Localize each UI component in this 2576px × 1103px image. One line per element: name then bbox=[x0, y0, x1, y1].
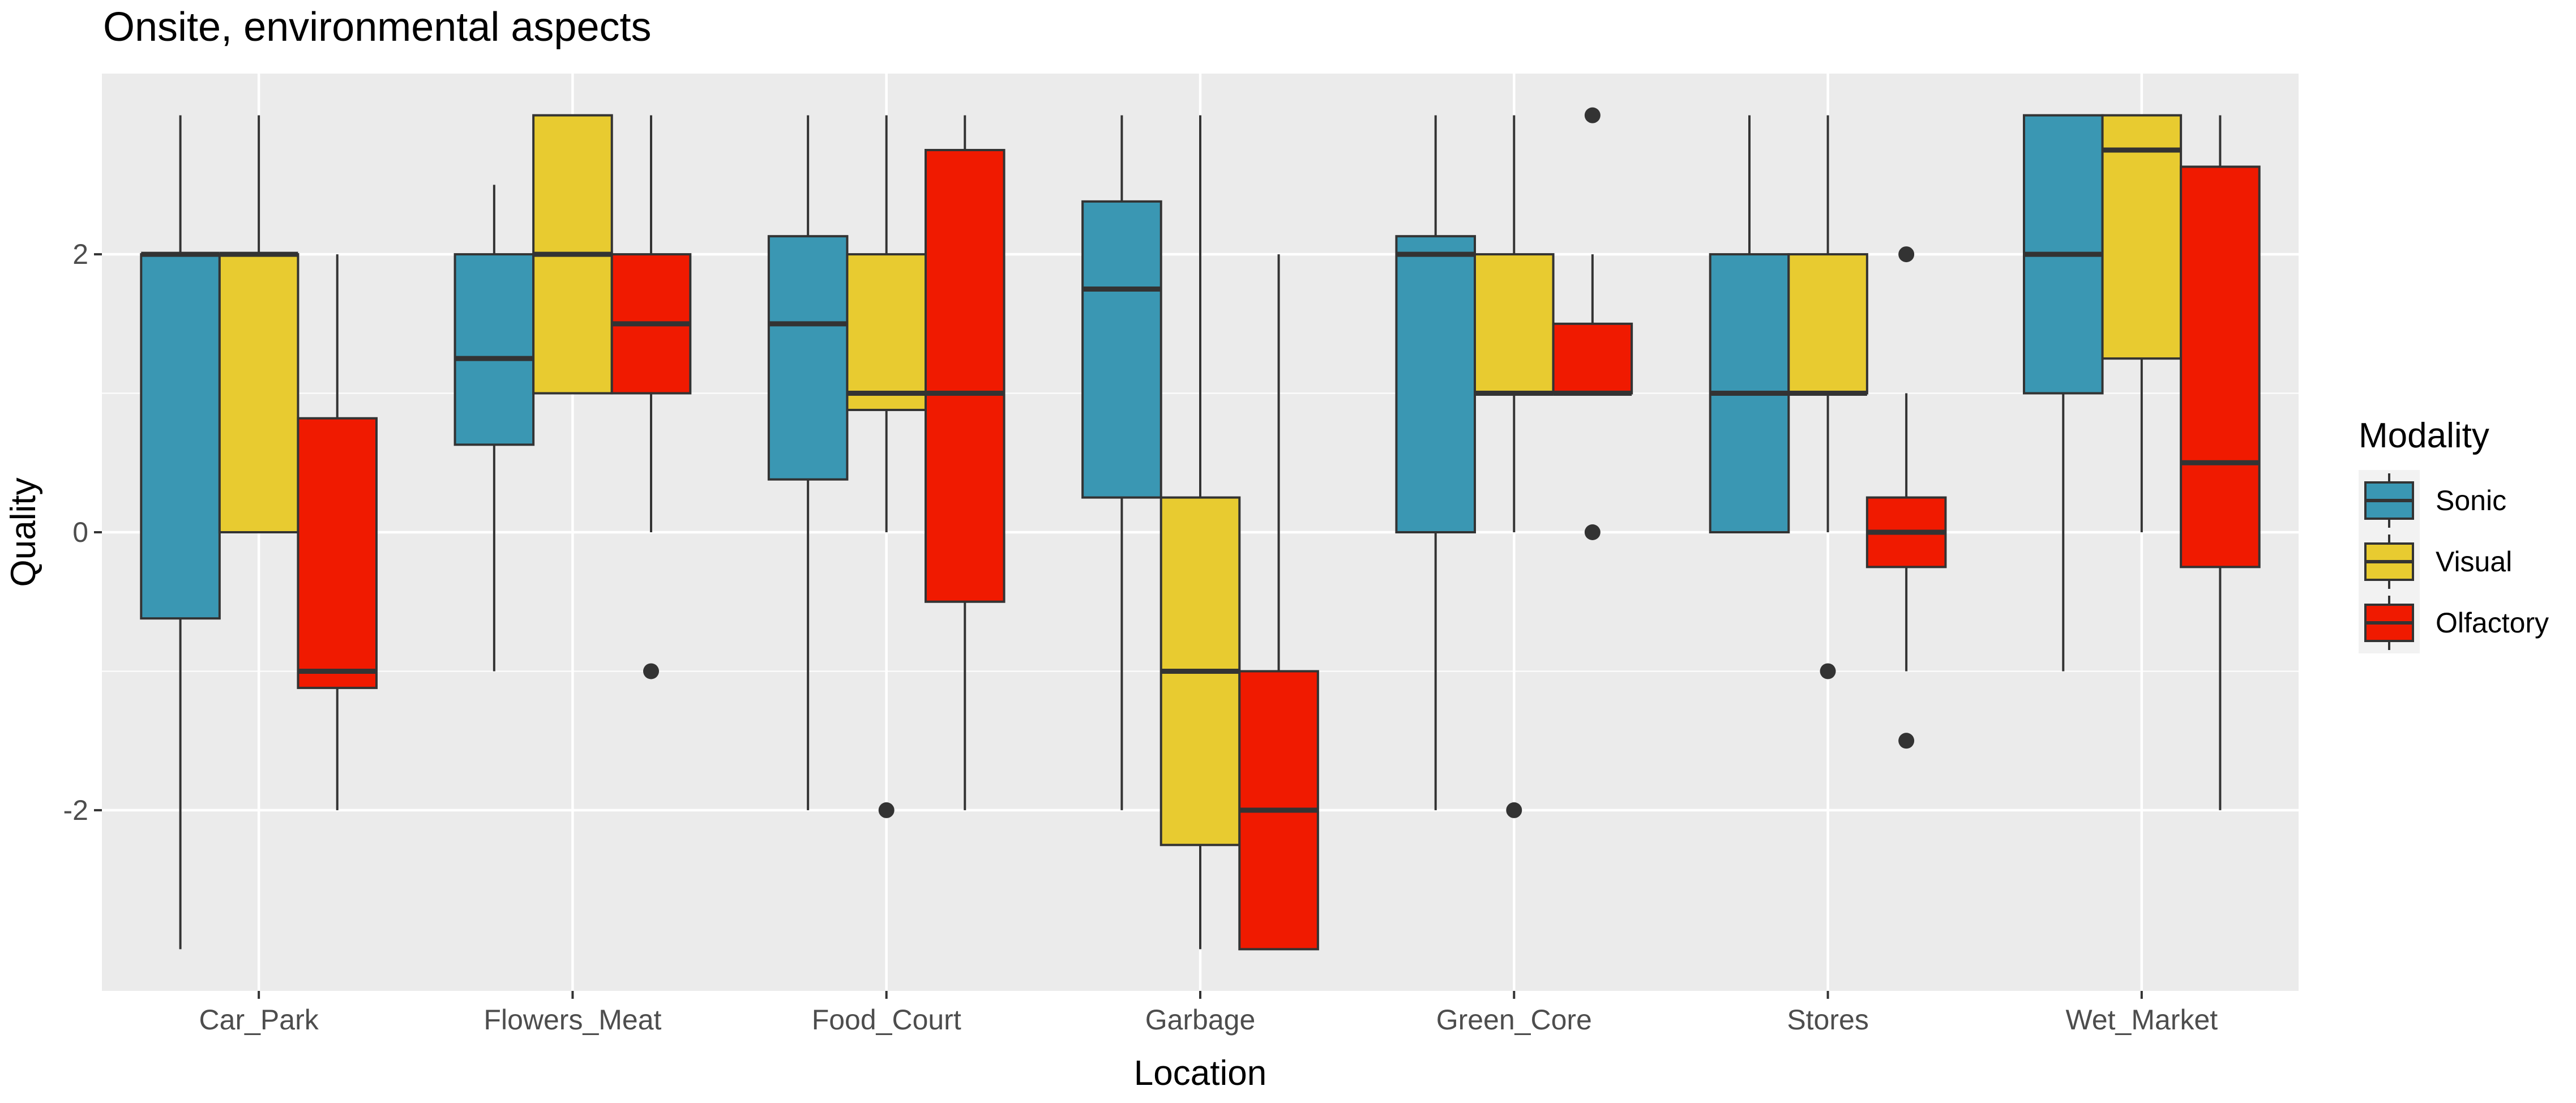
box-olfactory-wet-market bbox=[2180, 115, 2261, 810]
box-olfactory-green-core bbox=[1552, 107, 1633, 540]
box-sonic-garbage bbox=[1081, 115, 1162, 810]
legend-label-visual: Visual bbox=[2436, 546, 2512, 578]
legend-title: Modality bbox=[2359, 416, 2489, 455]
box-sonic-flowers-meat bbox=[453, 185, 535, 672]
box-olfactory-flowers-meat bbox=[610, 115, 692, 679]
x-tick-label: Flowers_Meat bbox=[483, 1004, 661, 1036]
y-tick-label: 0 bbox=[72, 516, 88, 548]
y-tick-label: -2 bbox=[63, 794, 88, 826]
box-visual-green-core bbox=[1474, 115, 1555, 818]
x-tick-label: Garbage bbox=[1145, 1004, 1256, 1036]
box-body bbox=[218, 253, 299, 533]
y-tick-label: 2 bbox=[72, 238, 88, 270]
box-body bbox=[453, 253, 535, 446]
box-body bbox=[846, 253, 927, 411]
x-tick-label: Green_Core bbox=[1436, 1004, 1592, 1036]
box-body bbox=[1474, 253, 1555, 395]
box-body bbox=[1081, 200, 1162, 499]
box-visual-wet-market bbox=[2101, 114, 2183, 532]
box-olfactory-car-park bbox=[297, 254, 378, 810]
outlier-point bbox=[1898, 246, 1915, 263]
box-olfactory-food-court bbox=[925, 115, 1005, 810]
x-axis-ticks: Car_Park Flowers_Meat Food_Court Garbage Gre… bbox=[199, 991, 2218, 1036]
box-visual-food-court bbox=[846, 115, 927, 818]
x-tick-label: Stores bbox=[1787, 1004, 1869, 1036]
box-visual-garbage bbox=[1159, 115, 1241, 950]
outlier-point bbox=[1820, 663, 1836, 679]
legend: Modality Sonic Visual Olfactory bbox=[2359, 416, 2549, 653]
box-body bbox=[2180, 165, 2261, 568]
boxes bbox=[140, 107, 2261, 951]
outlier-point bbox=[1898, 733, 1915, 749]
box-sonic-food-court bbox=[767, 115, 849, 810]
box-body bbox=[2101, 114, 2183, 360]
y-axis-title: Quality bbox=[4, 478, 43, 587]
box-sonic-green-core bbox=[1395, 115, 1476, 810]
x-tick-label: Food_Court bbox=[812, 1004, 961, 1036]
y-axis-ticks: -2 0 2 bbox=[63, 238, 102, 826]
outlier-point bbox=[1506, 802, 1522, 818]
outlier-point bbox=[1584, 524, 1601, 540]
box-body bbox=[767, 235, 849, 481]
box-body bbox=[1552, 322, 1633, 395]
legend-label-olfactory: Olfactory bbox=[2436, 607, 2549, 639]
box-olfactory-garbage bbox=[1238, 254, 1319, 951]
box-body bbox=[140, 253, 221, 620]
x-tick-label: Car_Park bbox=[199, 1004, 319, 1036]
x-axis-title: Location bbox=[1134, 1054, 1266, 1093]
box-body bbox=[1787, 253, 1868, 395]
box-body bbox=[925, 149, 1005, 603]
outlier-point bbox=[878, 802, 895, 818]
box-body bbox=[1395, 235, 1476, 533]
outlier-point bbox=[1584, 107, 1601, 123]
box-visual-car-park bbox=[218, 115, 299, 533]
box-sonic-wet-market bbox=[2023, 114, 2104, 672]
legend-label-sonic: Sonic bbox=[2436, 485, 2506, 516]
x-tick-label: Wet_Market bbox=[2066, 1004, 2218, 1036]
box-visual-flowers-meat bbox=[532, 114, 613, 395]
box-visual-stores bbox=[1787, 115, 1868, 679]
box-olfactory-stores bbox=[1865, 246, 1947, 749]
box-sonic-car-park bbox=[140, 115, 221, 950]
box-body bbox=[297, 417, 378, 689]
outlier-point bbox=[643, 663, 659, 679]
chart-title: Onsite, environmental aspects bbox=[103, 5, 651, 50]
